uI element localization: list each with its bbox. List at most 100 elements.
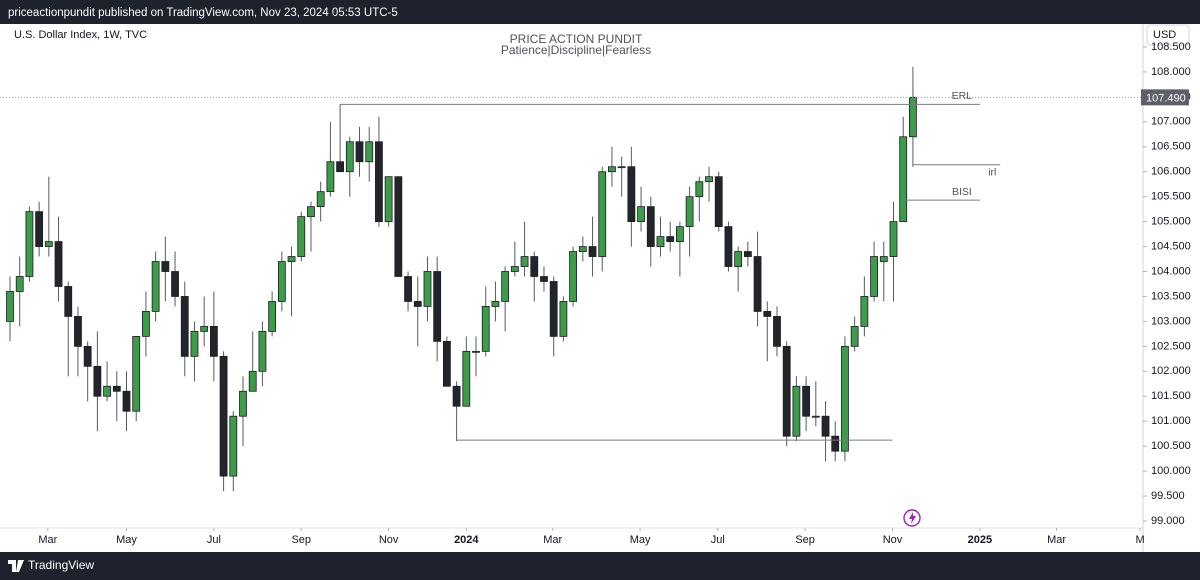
y-tick-label: 108.500 [1151,41,1191,53]
candle-body [462,350,471,407]
candle-body [773,316,781,347]
event-bolt [909,512,916,524]
candle-body [326,161,335,193]
x-tick-label: Sep [795,534,815,546]
candle-body [763,311,772,317]
x-tick-label: Jul [207,534,221,546]
candle-body [792,385,801,437]
top-bar [0,0,1200,24]
candle-body [316,191,325,208]
last-price-box [1141,89,1189,106]
x-tick-label: 2024 [454,534,479,546]
y-tick-label: 104.000 [1151,265,1191,277]
x-tick-label: M [1136,534,1145,546]
candle-body [627,166,636,223]
y-tick-label: 105.500 [1151,191,1191,203]
bottom-bar [0,552,1200,580]
x-tick-label: Mar [38,534,57,546]
candle-body [782,345,791,437]
chart-subtitle: Patience|Discipline|Fearless [501,43,651,57]
y-tick-label: 104.500 [1151,240,1191,252]
candle-body [481,306,490,352]
y-tick-label: 101.000 [1151,415,1191,427]
candle-body [268,301,277,332]
candle-body [714,176,723,227]
chart-area [0,24,1200,552]
candle-body [345,141,354,173]
level-label: BISI [952,186,972,198]
candle-body [879,256,888,262]
candle-body [433,271,442,342]
candle-body [734,251,743,267]
candle-body [365,141,374,163]
candle-body [297,216,306,257]
candle-body [743,251,752,257]
y-tick-label: 100.500 [1151,440,1191,452]
candle-body [501,271,510,302]
candle-body [520,256,529,267]
candle-body [423,271,432,307]
level-label: ERL [952,90,973,102]
last-price-label: 107.490 [1146,92,1186,104]
candle-body [472,350,480,353]
x-tick-label: Jul [711,534,725,546]
candle-body [132,335,141,412]
candle-body [637,206,645,223]
candle-body [841,345,849,452]
y-tick-label: 107.000 [1151,116,1191,128]
candle-body [6,291,14,322]
candle-body [103,385,111,397]
currency-box[interactable] [1146,24,1190,46]
candle-body [384,176,393,223]
candle-body [899,136,908,223]
x-tick-label: Mar [543,534,562,546]
candle-body [588,246,597,257]
candle-body [336,161,344,173]
symbol: U.S. Dollar Index, 1W, TVC [14,29,147,41]
y-tick-label: 99.000 [1151,515,1185,527]
candle-body [142,311,150,337]
candle-body [219,355,228,477]
y-tick-label: 101.500 [1151,390,1191,402]
candle-body [239,390,247,417]
x-tick-label: Mar [1047,534,1066,546]
candle-body [549,281,558,337]
y-tick-label: 103.500 [1151,290,1191,302]
candle-body [287,256,296,262]
candle-body [248,370,257,392]
y-tick-label: 106.000 [1151,166,1191,178]
candle-body [307,206,315,218]
x-tick-label: May [116,534,137,546]
candle-body [608,166,616,173]
y-tick-label: 100.000 [1151,465,1191,477]
candle-body [860,296,869,327]
candle-body [850,325,859,347]
candle-body [540,276,548,282]
y-tick-label: 102.500 [1151,340,1191,352]
y-tick-label: 106.500 [1151,141,1191,153]
y-tick-label: 108.000 [1151,66,1191,78]
candle-body [180,296,189,357]
candle-body [724,226,733,267]
candle-body [229,415,238,477]
x-tick-label: May [630,534,651,546]
candle-body [15,276,24,292]
candle-body [569,251,577,302]
candle-body [151,261,160,312]
y-tick-label: 105.000 [1151,216,1191,228]
candle-body [442,340,451,387]
level-label: irl [988,167,996,179]
candle-body [25,211,34,277]
candle-body [83,345,92,367]
candle-body [695,181,704,198]
published-by: priceactionpundit published on TradingVi… [8,7,398,19]
candle-body [909,96,917,138]
currency[interactable]: USD [1153,29,1176,41]
candle-body [811,415,820,418]
candle-body [870,256,878,297]
candle-body [161,261,170,272]
event-icon[interactable] [903,509,921,527]
chart-title: PRICE ACTION PUNDIT [510,32,643,46]
y-tick-label: 103.000 [1151,315,1191,327]
candle-body [413,301,422,307]
